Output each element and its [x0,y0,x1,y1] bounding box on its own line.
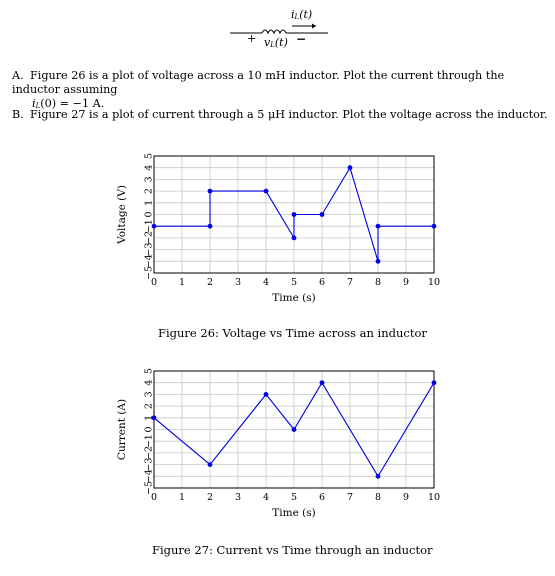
current-chart-xtick-label: 6 [319,492,325,503]
current-chart-ytick-label: 1 [144,415,155,421]
voltage-chart-ylabel: Voltage (V) [116,185,128,245]
current-chart-xlabel: Time (s) [272,507,315,519]
voltage-chart-ytick-label: 5 [144,153,155,159]
voltage-label: vL(t) [264,36,288,49]
current-chart-xtick-label: 9 [403,492,409,503]
current-chart-frame [153,370,435,489]
problem-a-line2: iL(0) = −1 A. [32,97,105,110]
current-chart-ytick-label: 0 [144,426,155,432]
problem-b-label: B. [12,108,24,121]
voltage-chart-data-point [263,188,269,194]
voltage-chart-data-point [375,258,381,264]
current-chart-xtick-label: 5 [291,492,297,503]
current-chart-ytick-label: −3 [144,458,155,472]
voltage-chart-data-point [431,223,437,229]
current-chart-ytick-label: −5 [144,481,155,495]
voltage-chart-xtick-label: 0 [151,277,157,288]
voltage-chart-xtick-label: 2 [207,277,213,288]
figure-27-caption: Figure 27: Current vs Time through an in… [152,543,433,557]
current-chart-xtick-label: 7 [347,492,353,503]
current-chart-data-point [319,380,325,386]
current-chart-ytick-label: 4 [144,380,155,386]
current-chart-ylabel: Current (A) [116,399,128,460]
voltage-chart-frame [153,155,435,274]
problem-b-text: Figure 27 is a plot of current through a… [30,108,548,121]
current-chart-ytick-label: 5 [144,368,155,374]
current-chart-data-point [431,380,437,386]
current-chart-xtick-label: 4 [263,492,269,503]
current-chart-xtick-label: 2 [207,492,213,503]
voltage-chart-ytick-label: −2 [144,231,155,245]
voltage-chart-data-point [207,223,213,229]
current-chart-ytick-label: −1 [144,434,155,448]
current-chart-data-point [263,392,269,397]
voltage-chart-data-point [291,235,297,241]
current-chart-ytick-label: −2 [144,446,155,460]
current-arrow-head [312,23,316,29]
voltage-chart-xtick-label: 3 [235,277,241,288]
voltage-chart-xtick-label: 1 [179,277,185,288]
current-chart-data-point [291,427,297,432]
voltage-chart-xtick-label: 9 [403,277,409,288]
voltage-chart-ytick-label: 4 [144,165,155,171]
current-label: iL(t) [291,8,313,21]
minus-sign: − [296,32,307,46]
problem-a: A. Figure 26 is a plot of voltage across … [12,69,552,113]
voltage-chart-ytick-label: −1 [144,219,155,233]
voltage-chart-data-point [207,188,213,194]
voltage-chart-xtick-label: 10 [428,277,440,288]
voltage-chart-ytick-label: 0 [144,211,155,217]
current-chart-ytick-label: 3 [144,391,155,397]
current-chart-ytick-label: 2 [144,403,155,409]
voltage-chart-data-point [319,212,325,217]
voltage-chart-ytick-label: −3 [144,243,155,257]
voltage-chart-data-point [151,223,157,229]
voltage-chart-ytick-label: 2 [144,188,155,194]
voltage-chart-data-point [375,223,381,229]
problem-b: B. Figure 27 is a plot of current through… [12,108,552,122]
voltage-chart-xtick-label: 5 [291,277,297,288]
voltage-chart-xtick-label: 7 [347,277,353,288]
current-chart-xtick-label: 1 [179,492,185,503]
voltage-chart-ytick-label: −4 [144,254,155,268]
figure-26-caption: Figure 26: Voltage vs Time across an ind… [158,326,427,340]
voltage-chart-ytick-label: −5 [144,266,155,280]
current-chart-data-point [207,462,213,467]
current-chart-xtick-label: 8 [375,492,381,503]
voltage-chart-data-point [291,212,297,217]
plus-sign: + [247,32,257,45]
current-chart-ytick-label: −4 [144,469,155,483]
inductor-coil [261,29,287,35]
current-chart-data-point [151,415,157,421]
problem-a-label: A. [12,69,24,82]
voltage-chart-ytick-label: 3 [144,176,155,182]
voltage-chart-data-point [347,165,353,171]
voltage-chart-xlabel: Time (s) [272,292,315,304]
voltage-chart-xtick-label: 8 [375,277,381,288]
problem-a-text: Figure 26 is a plot of voltage across a … [12,69,505,96]
current-chart-data-point [375,473,381,479]
voltage-chart-xtick-label: 4 [263,277,269,288]
inductor-symbol [230,23,328,35]
voltage-chart-ytick-label: 1 [144,200,155,206]
current-chart-xtick-label: 3 [235,492,241,503]
voltage-chart-xtick-label: 6 [319,277,325,288]
current-chart-xtick-label: 10 [428,492,440,503]
current-chart-xtick-label: 0 [151,492,157,503]
